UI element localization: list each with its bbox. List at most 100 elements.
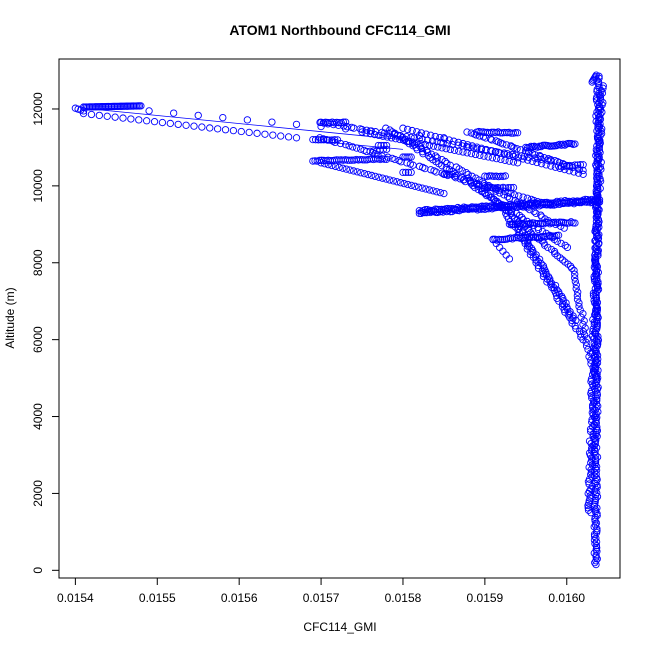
data-point (448, 170, 456, 178)
data-point (568, 199, 576, 207)
data-point (591, 244, 599, 252)
data-point (596, 110, 604, 119)
data-point (591, 508, 600, 516)
data-point (572, 284, 580, 293)
data-point (593, 76, 601, 84)
data-point (592, 187, 600, 195)
data-point (411, 182, 419, 190)
x-tick-label: 0.0160 (548, 591, 585, 605)
data-point (575, 302, 583, 311)
data-point (379, 146, 387, 154)
chart-title: ATOM1 Northbound CFC114_GMI (229, 22, 450, 38)
data-point (386, 126, 394, 134)
data-point (533, 233, 542, 242)
data-point (571, 277, 579, 286)
data-point (403, 125, 412, 134)
data-point (558, 303, 567, 311)
data-point (342, 165, 351, 173)
data-point (150, 118, 159, 126)
data-point (532, 209, 540, 218)
data-point (511, 129, 520, 137)
data-point (514, 154, 523, 162)
data-point (589, 399, 598, 407)
data-point (424, 148, 432, 156)
data-point (430, 167, 438, 175)
data-point (503, 150, 512, 158)
data-point (331, 162, 340, 171)
data-point (570, 266, 578, 275)
data-point (206, 124, 214, 132)
data-point (322, 136, 331, 144)
data-point (368, 171, 376, 180)
data-point (213, 125, 222, 133)
data-point (349, 167, 358, 175)
data-point (397, 158, 405, 166)
data-point (508, 150, 517, 159)
data-point (442, 170, 451, 178)
data-point (174, 120, 182, 129)
data-point (592, 337, 600, 345)
data-point (400, 136, 408, 145)
data-point (464, 170, 472, 179)
data-point (406, 160, 415, 168)
data-point (547, 162, 555, 170)
data-point (513, 129, 522, 137)
data-point (119, 114, 127, 122)
data-point (526, 250, 535, 259)
data-point (519, 193, 527, 201)
data-point (585, 475, 594, 483)
data-point (433, 154, 441, 162)
data-point (145, 107, 153, 115)
data-point (402, 168, 410, 177)
data-point (591, 559, 599, 567)
data-point (555, 218, 564, 226)
data-point (378, 174, 387, 182)
x-axis: 0.0154 0.0155 0.0156 0.0157 0.0158 0.0159 0.01… (57, 577, 585, 605)
data-point (463, 141, 472, 149)
data-point (358, 128, 366, 136)
data-point (566, 262, 575, 270)
data-point (550, 218, 558, 227)
data-point (545, 232, 553, 240)
data-point (422, 130, 430, 138)
data-point (595, 89, 603, 97)
data-point (571, 140, 579, 148)
data-point (587, 427, 595, 436)
data-point (565, 219, 573, 227)
x-tick-label: 0.0157 (303, 591, 340, 605)
data-point (317, 159, 325, 167)
data-point (135, 116, 143, 124)
data-point (590, 272, 598, 281)
data-point (127, 115, 135, 123)
data-point (528, 157, 536, 165)
data-point (467, 129, 475, 137)
data-point (594, 215, 602, 224)
x-tick-label: 0.0154 (57, 591, 94, 605)
data-point (574, 161, 582, 169)
data-point (79, 107, 88, 115)
data-point (95, 111, 103, 120)
data-point (284, 133, 293, 141)
data-point (593, 265, 601, 274)
data-point (407, 168, 415, 177)
x-axis-title: CFC114_GMI (303, 620, 376, 634)
data-point (477, 144, 486, 152)
data-point (599, 84, 607, 92)
data-point (377, 141, 385, 150)
data-point (446, 145, 454, 154)
data-point (592, 182, 601, 190)
data-point (590, 318, 599, 326)
data-point (405, 153, 413, 161)
data-point (486, 183, 494, 192)
data-point (588, 447, 596, 455)
data-point (590, 523, 598, 531)
data-point (591, 540, 599, 548)
data-point (419, 163, 427, 172)
data-point (482, 191, 491, 200)
data-point (380, 155, 389, 163)
data-point (589, 363, 597, 371)
data-point (229, 126, 238, 135)
data-point (357, 169, 365, 177)
data-point (292, 120, 301, 129)
data-point (593, 241, 601, 250)
